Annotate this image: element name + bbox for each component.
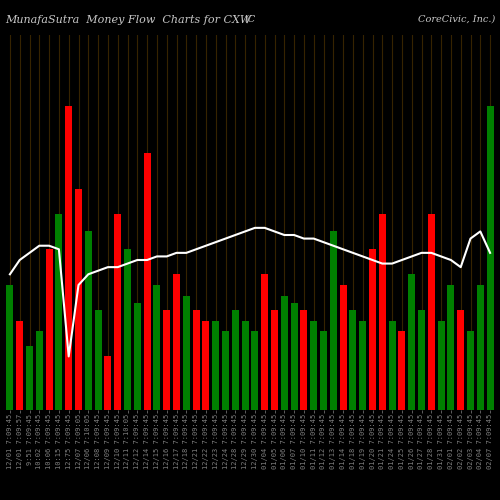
- Bar: [408, 274, 415, 410]
- Bar: [428, 214, 434, 410]
- Bar: [183, 296, 190, 410]
- Bar: [290, 303, 298, 410]
- Bar: [242, 320, 248, 410]
- Text: (C: (C: [244, 15, 256, 24]
- Bar: [438, 320, 444, 410]
- Bar: [164, 310, 170, 410]
- Bar: [124, 250, 131, 410]
- Bar: [271, 310, 278, 410]
- Bar: [154, 285, 160, 410]
- Bar: [66, 106, 72, 410]
- Bar: [202, 320, 209, 410]
- Bar: [173, 274, 180, 410]
- Bar: [477, 285, 484, 410]
- Bar: [6, 285, 14, 410]
- Bar: [360, 320, 366, 410]
- Bar: [26, 346, 33, 410]
- Bar: [300, 310, 308, 410]
- Bar: [369, 250, 376, 410]
- Bar: [56, 214, 62, 410]
- Bar: [192, 310, 200, 410]
- Text: CoreCivic, Inc.): CoreCivic, Inc.): [418, 15, 495, 24]
- Bar: [144, 153, 150, 410]
- Bar: [418, 310, 425, 410]
- Bar: [46, 250, 52, 410]
- Bar: [16, 320, 23, 410]
- Bar: [114, 214, 121, 410]
- Bar: [252, 332, 258, 410]
- Bar: [388, 320, 396, 410]
- Bar: [262, 274, 268, 410]
- Bar: [467, 332, 474, 410]
- Bar: [340, 285, 346, 410]
- Text: (C                                                           CoreCivic, Inc.): (C CoreCivic, Inc.): [5, 15, 278, 24]
- Bar: [36, 332, 43, 410]
- Bar: [85, 232, 91, 410]
- Bar: [458, 310, 464, 410]
- Bar: [486, 106, 494, 410]
- Bar: [379, 214, 386, 410]
- Bar: [320, 332, 327, 410]
- Bar: [134, 303, 140, 410]
- Bar: [212, 320, 219, 410]
- Bar: [232, 310, 238, 410]
- Bar: [94, 310, 102, 410]
- Bar: [75, 188, 82, 410]
- Bar: [330, 232, 336, 410]
- Bar: [448, 285, 454, 410]
- Bar: [310, 320, 317, 410]
- Bar: [398, 332, 406, 410]
- Bar: [350, 310, 356, 410]
- Bar: [222, 332, 229, 410]
- Text: MunafaSutra  Money Flow  Charts for CXW: MunafaSutra Money Flow Charts for CXW: [5, 15, 252, 25]
- Bar: [281, 296, 287, 410]
- Bar: [104, 356, 112, 410]
